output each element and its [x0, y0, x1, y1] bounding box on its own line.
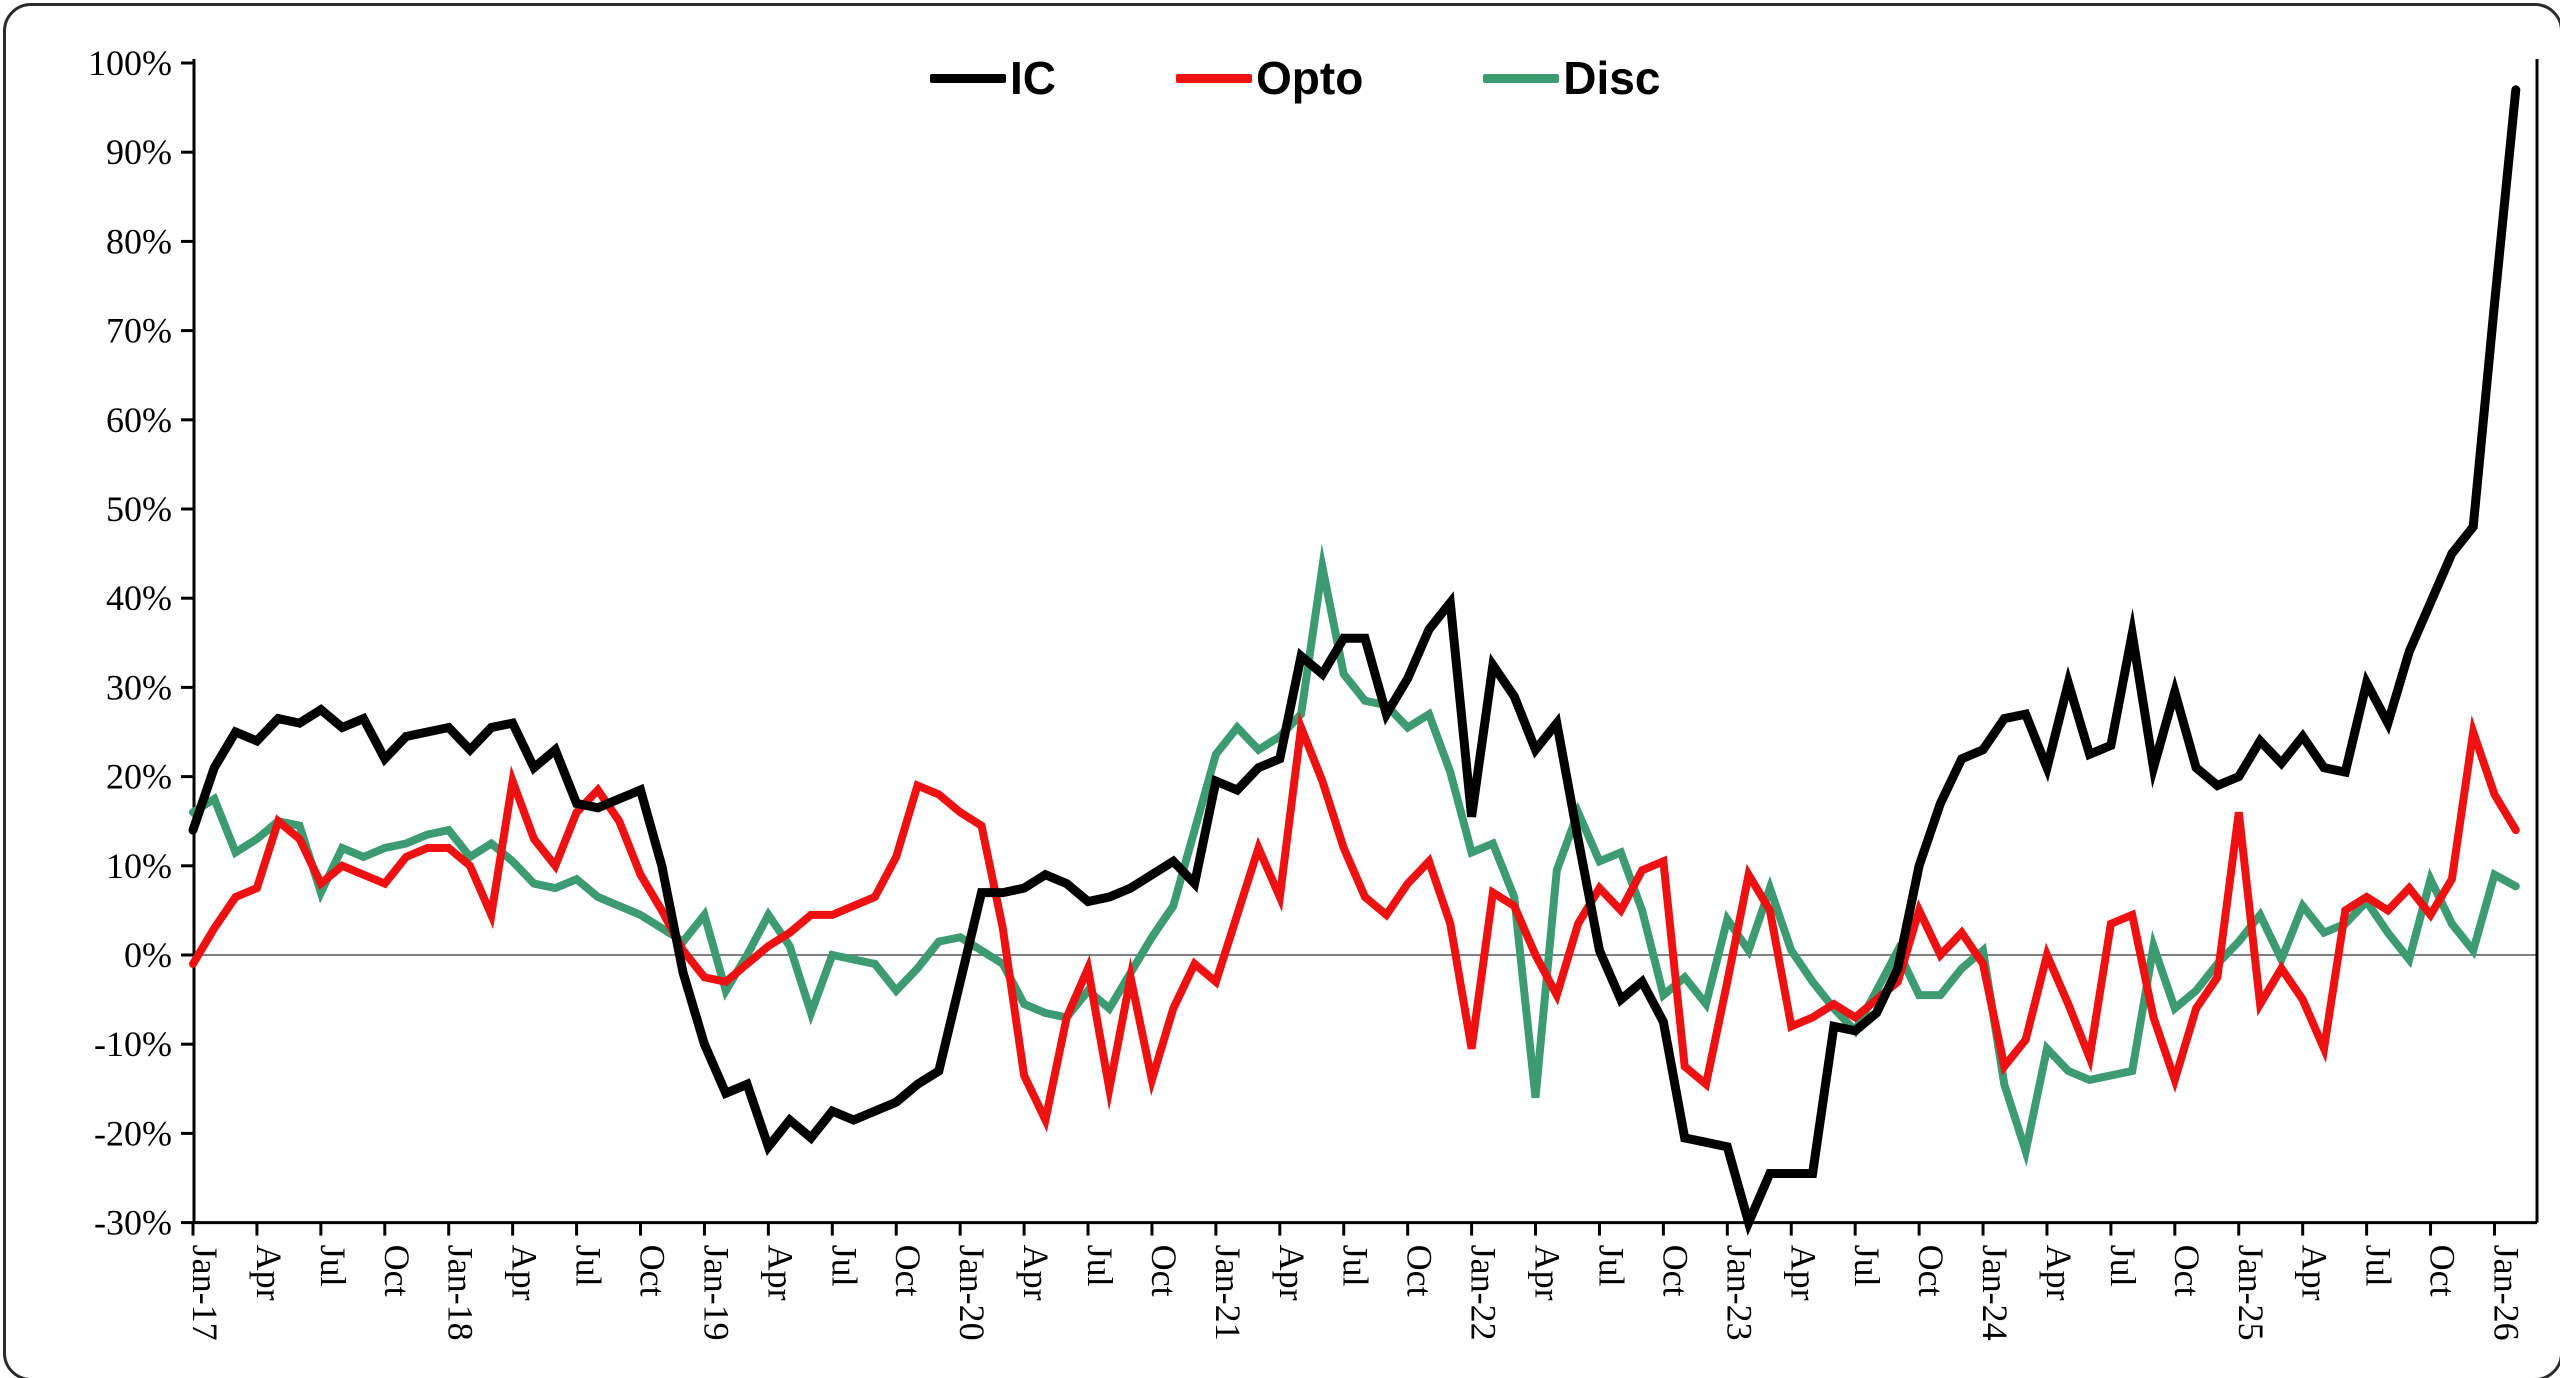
x-tick-label: Jan-25 [2231, 1245, 2271, 1341]
x-tick-label: Oct [888, 1245, 928, 1297]
y-tick-label: 10% [106, 846, 172, 886]
x-tick-label: Jul [1080, 1245, 1120, 1287]
x-tick-label: Jan-23 [1719, 1245, 1759, 1341]
y-tick-label: -20% [94, 1113, 172, 1153]
y-tick-label: 0% [124, 935, 172, 975]
legend-label-disc: Disc [1563, 52, 1661, 104]
x-tick-label: Jul [2359, 1245, 2399, 1287]
x-tick-label: Jan-18 [441, 1245, 481, 1341]
x-tick-label: Jul [1336, 1245, 1376, 1287]
y-tick-label: 30% [106, 667, 172, 707]
series-line-opto [189, 711, 2520, 1133]
x-tick-label: Oct [2423, 1245, 2463, 1297]
y-tick-label: 80% [106, 221, 172, 261]
x-tick-label: Jan-17 [185, 1245, 225, 1341]
x-tick-label: Jul [569, 1245, 609, 1287]
x-tick-label: Apr [1016, 1245, 1056, 1301]
x-tick-label: Oct [377, 1245, 417, 1297]
x-tick-label: Jul [2103, 1245, 2143, 1287]
x-tick-label: Jul [824, 1245, 864, 1287]
x-tick-label: Jan-26 [2486, 1245, 2526, 1341]
x-tick-label: Oct [633, 1245, 673, 1297]
x-tick-label: Apr [249, 1245, 289, 1301]
legend-label-ic: IC [1010, 52, 1056, 104]
x-tick-label: Jul [1847, 1245, 1887, 1287]
x-tick-label: Jan-19 [696, 1245, 736, 1341]
y-tick-label: 70% [106, 311, 172, 351]
x-tick-label: Apr [1783, 1245, 1823, 1301]
x-tick-label: Apr [1528, 1245, 1568, 1301]
x-tick-label: Oct [1400, 1245, 1440, 1297]
x-tick-label: Apr [2295, 1245, 2335, 1301]
x-tick-label: Apr [760, 1245, 800, 1301]
disc-line-swatch [1483, 73, 1560, 83]
opto-line-swatch [1176, 73, 1252, 83]
y-tick-label: 90% [106, 132, 172, 172]
legend-label-opto: Opto [1256, 52, 1364, 104]
x-tick-label: Jan-20 [952, 1245, 992, 1341]
y-tick-label: 20% [106, 757, 172, 797]
x-tick-label: Oct [2167, 1245, 2207, 1297]
chart-legend: IC Opto Disc [930, 38, 1810, 118]
y-tick-label: -10% [94, 1024, 172, 1064]
x-tick-label: Jan-22 [1464, 1245, 1504, 1341]
y-tick-label: -30% [94, 1203, 172, 1243]
series-line-disc [189, 543, 2520, 1167]
x-tick-label: Oct [1655, 1245, 1695, 1297]
x-tick-label: Jul [313, 1245, 353, 1287]
x-tick-label: Oct [1911, 1245, 1951, 1297]
x-tick-label: Jan-24 [1975, 1245, 2015, 1341]
x-tick-label: Oct [1144, 1245, 1184, 1297]
y-tick-label: 100% [88, 43, 172, 83]
legend-item-opto: Opto [1176, 55, 1363, 101]
x-tick-label: Jul [1591, 1245, 1631, 1287]
x-tick-label: Apr [505, 1245, 545, 1301]
x-tick-label: Apr [1272, 1245, 1312, 1301]
ic-line-swatch [930, 73, 1006, 83]
legend-item-disc: Disc [1483, 55, 1660, 101]
x-tick-label: Jan-21 [1208, 1245, 1248, 1341]
series-line-ic [188, 85, 2521, 1237]
y-tick-label: 40% [106, 578, 172, 618]
legend-item-ic: IC [930, 55, 1056, 101]
y-tick-label: 60% [106, 400, 172, 440]
y-tick-label: 50% [106, 489, 172, 529]
x-tick-label: Apr [2039, 1245, 2079, 1301]
